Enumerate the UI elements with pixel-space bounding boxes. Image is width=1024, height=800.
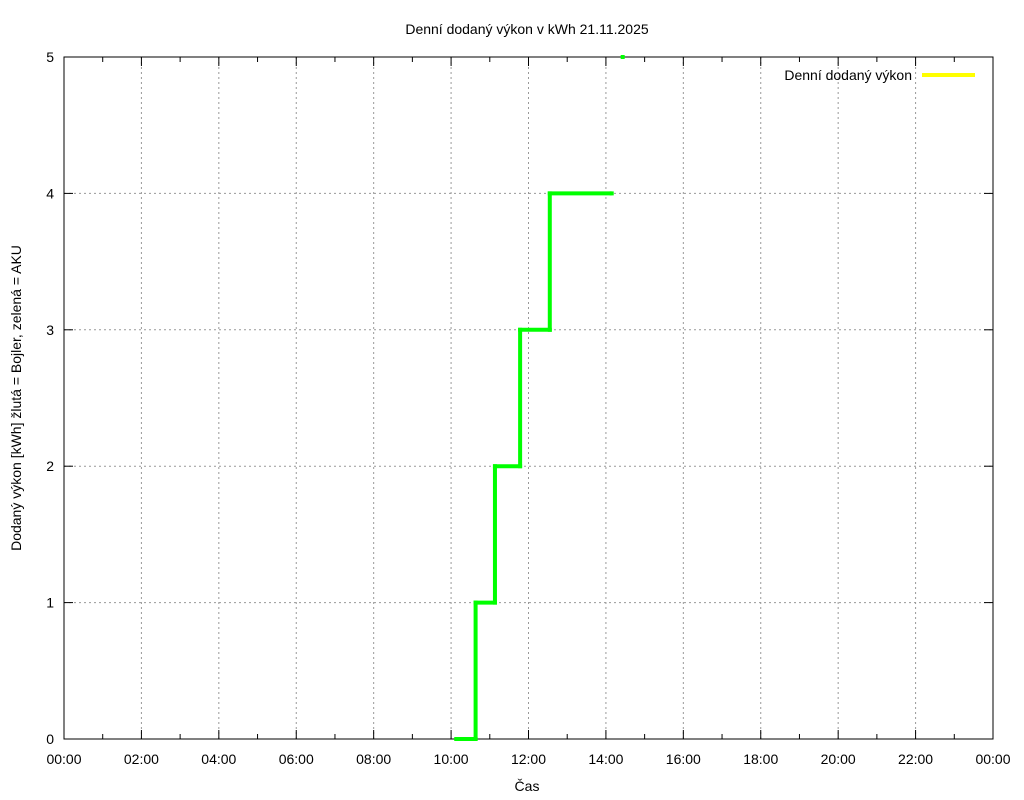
data-point bbox=[454, 737, 459, 741]
y-tick-label: 2 bbox=[46, 458, 54, 474]
data-point bbox=[492, 464, 497, 469]
x-axis-label: Čas bbox=[515, 778, 540, 794]
y-tick-label: 4 bbox=[46, 185, 54, 201]
x-tick-label: 00:00 bbox=[975, 751, 1010, 767]
x-tick-label: 18:00 bbox=[743, 751, 778, 767]
data-point bbox=[518, 327, 523, 332]
x-tick-label: 20:00 bbox=[821, 751, 856, 767]
legend: Denní dodaný výkon bbox=[784, 67, 975, 83]
plot-border bbox=[63, 56, 994, 740]
y-tick-label: 0 bbox=[46, 731, 54, 747]
series-line bbox=[456, 191, 612, 741]
x-tick-label: 10:00 bbox=[434, 751, 469, 767]
x-tick-label: 12:00 bbox=[511, 751, 546, 767]
data-point bbox=[620, 55, 625, 59]
y-tick-label: 1 bbox=[46, 595, 54, 611]
chart-title: Denní dodaný výkon v kWh 21.11.2025 bbox=[405, 21, 649, 37]
x-tick-label: 00:00 bbox=[46, 751, 81, 767]
x-tick-label: 06:00 bbox=[279, 751, 314, 767]
x-tick-label: 22:00 bbox=[898, 751, 933, 767]
data-point bbox=[473, 737, 478, 741]
data-point bbox=[492, 600, 497, 605]
data-point bbox=[518, 464, 523, 469]
y-axis-label: Dodaný výkon [kWh] žlutá = Bojler, zelen… bbox=[8, 245, 24, 551]
data-point bbox=[609, 191, 614, 196]
x-tick-label: 02:00 bbox=[124, 751, 159, 767]
y-tick-label: 3 bbox=[46, 322, 54, 338]
y-tick-label: 5 bbox=[46, 49, 54, 65]
x-tick-label: 08:00 bbox=[356, 751, 391, 767]
x-tick-label: 16:00 bbox=[666, 751, 701, 767]
x-tick-label: 04:00 bbox=[201, 751, 236, 767]
data-point bbox=[547, 327, 552, 332]
x-tick-label: 14:00 bbox=[588, 751, 623, 767]
data-point bbox=[547, 191, 552, 196]
legend-label: Denní dodaný výkon bbox=[784, 67, 912, 83]
data-point bbox=[473, 600, 478, 605]
